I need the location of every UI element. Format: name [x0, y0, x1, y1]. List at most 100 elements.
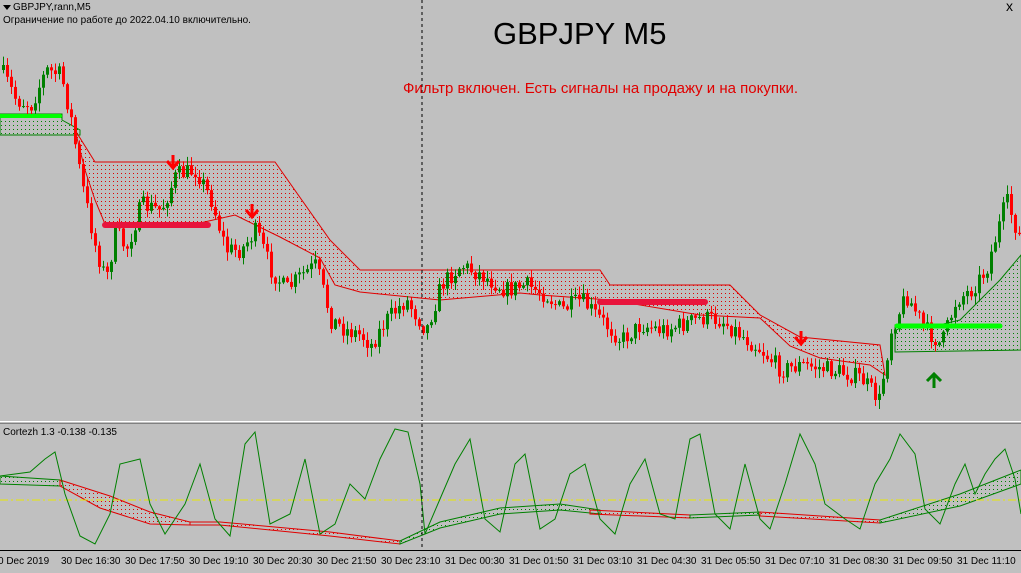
candle-body — [30, 106, 33, 111]
candle-body — [394, 307, 397, 314]
candle-body — [438, 284, 441, 312]
time-label: 31 Dec 03:10 — [573, 556, 633, 567]
candle-body — [102, 266, 105, 268]
candle-body — [978, 274, 981, 294]
candle-body — [1010, 194, 1013, 215]
candle-body — [314, 259, 317, 264]
candle-body — [338, 319, 341, 324]
pane-separator[interactable] — [0, 421, 1021, 422]
candle-body — [934, 342, 937, 346]
candle-body — [906, 296, 909, 306]
candle-body — [698, 316, 701, 318]
candle-body — [418, 319, 421, 327]
candle-body — [354, 330, 357, 338]
candle-body — [90, 203, 93, 234]
candle-body — [674, 327, 677, 330]
candle-body — [254, 222, 257, 242]
candle-body — [6, 65, 9, 77]
candle-body — [346, 329, 349, 336]
candle-body — [922, 312, 925, 324]
candle-body — [242, 246, 245, 259]
candle-body — [974, 293, 977, 297]
candle-body — [162, 207, 165, 210]
candle-body — [866, 378, 869, 385]
chart-title: GBPJPY M5 — [493, 16, 667, 51]
candle-body — [730, 325, 733, 337]
candle-body — [414, 309, 417, 320]
candle-body — [122, 228, 125, 247]
candle-body — [110, 261, 113, 272]
candle-body — [890, 333, 893, 361]
candle-body — [382, 328, 385, 330]
candle-body — [826, 361, 829, 372]
candle-body — [426, 325, 429, 334]
candle-body — [950, 317, 953, 321]
candle-body — [66, 84, 69, 110]
candle-body — [706, 311, 709, 325]
candle-body — [578, 294, 581, 300]
candle-body — [10, 76, 13, 87]
candle-body — [326, 284, 329, 308]
candle-body — [746, 337, 749, 346]
candle-body — [74, 117, 77, 145]
time-label: 30 Dec 19:10 — [189, 556, 249, 567]
candle-body — [306, 269, 309, 273]
indicator-chart[interactable] — [0, 424, 1021, 550]
time-label: 31 Dec 00:30 — [445, 556, 505, 567]
candle-body — [494, 287, 497, 291]
candle-body — [274, 277, 277, 284]
candle-body — [486, 278, 489, 282]
candle-body — [70, 109, 73, 118]
buy-zone — [894, 254, 1021, 353]
candle-body — [606, 317, 609, 330]
candle-body — [38, 87, 41, 104]
candle-body — [954, 306, 957, 318]
menu-triangle-icon[interactable] — [3, 5, 11, 10]
candle-body — [2, 65, 5, 70]
price-chart[interactable] — [0, 0, 1021, 421]
candle-body — [350, 329, 353, 338]
candle-body — [886, 360, 889, 379]
license-note: Ограничение по работе до 2022.04.10 вклю… — [3, 15, 251, 26]
candle-body — [46, 67, 49, 75]
candle-body — [54, 70, 57, 75]
up-arrow-icon — [925, 371, 943, 388]
candle-body — [534, 286, 537, 290]
candle-body — [726, 323, 729, 326]
candle-body — [566, 306, 569, 310]
candle-body — [278, 282, 281, 284]
candle-body — [882, 378, 885, 394]
candle-body — [574, 294, 577, 297]
candle-body — [766, 355, 769, 360]
close-icon[interactable]: x — [1006, 0, 1013, 14]
candle-body — [22, 106, 25, 108]
candle-body — [466, 263, 469, 269]
buy-band — [879, 469, 1021, 524]
candle-body — [194, 174, 197, 178]
candle-body — [930, 322, 933, 343]
candle-body — [522, 285, 525, 288]
candle-body — [926, 322, 929, 324]
candle-body — [678, 318, 681, 328]
candle-body — [298, 272, 301, 275]
candle-body — [258, 222, 261, 233]
candle-body — [718, 323, 721, 327]
candle-body — [594, 304, 597, 310]
candle-body — [970, 290, 973, 297]
candle-body — [262, 232, 265, 244]
candle-body — [202, 179, 205, 185]
candle-body — [170, 187, 173, 204]
candle-body — [858, 367, 861, 374]
candle-body — [518, 282, 521, 288]
candle-body — [850, 379, 853, 384]
candle-body — [810, 363, 813, 367]
pane-separator-shadow — [0, 423, 1021, 424]
symbol-caption: GBPJPY,rann,M5 — [13, 2, 91, 13]
time-label: 30 Dec 17:50 — [125, 556, 185, 567]
candle-body — [134, 230, 137, 242]
candle-body — [838, 365, 841, 374]
candle-body — [690, 315, 693, 321]
candle-body — [654, 326, 657, 329]
candle-body — [510, 282, 513, 296]
